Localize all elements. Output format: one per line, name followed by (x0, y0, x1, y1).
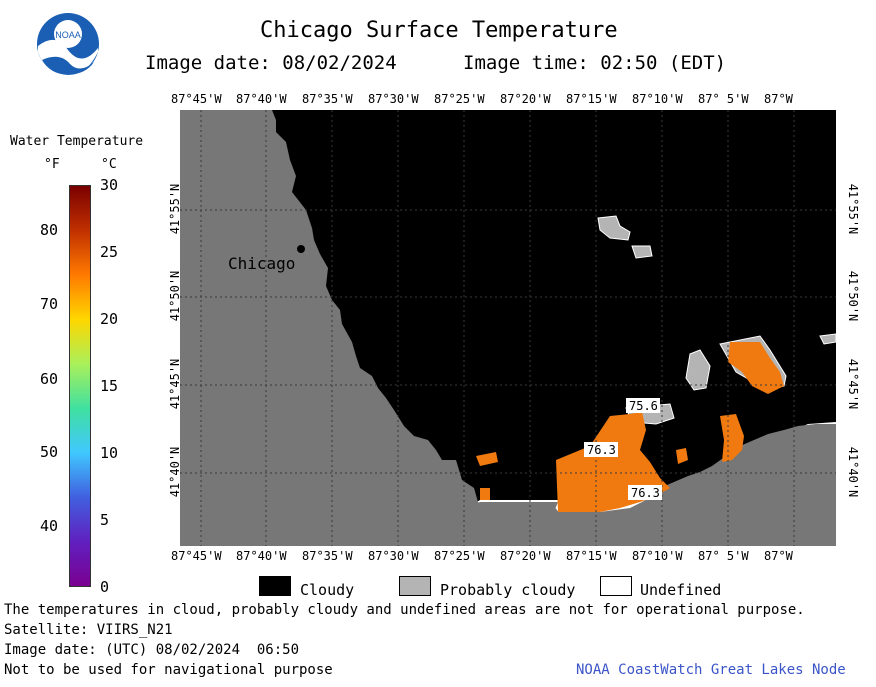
page-title: Chicago Surface Temperature (260, 18, 618, 43)
colorbar-f-tick: 50 (40, 443, 59, 461)
image-date: Image date: 08/02/2024 (145, 52, 397, 74)
lon-label: 87°20'W (500, 92, 551, 106)
lat-label: 41°45'N (168, 358, 182, 410)
warm-water-area (476, 342, 784, 512)
lon-label: 87°40'W (236, 549, 287, 563)
temperature-map: Chicago 75.6 76.3 76.3 (180, 110, 836, 546)
colorbar-c-tick: 25 (100, 243, 119, 261)
lon-label: 87°25'W (434, 549, 485, 563)
colorbar-f-tick: 60 (40, 370, 59, 388)
lat-label: 41°45'N (846, 358, 860, 410)
credit-link[interactable]: NOAA CoastWatch Great Lakes Node (576, 662, 846, 678)
colorbar-c-tick: 20 (100, 310, 119, 328)
lon-label: 87°35'W (302, 92, 353, 106)
colorbar-f-tick: 80 (40, 221, 59, 239)
logo-text: NOAA (55, 30, 81, 40)
utc-date-text: Image date: (UTC) 08/02/2024 06:50 (4, 642, 300, 658)
lon-label: 87°W (764, 549, 793, 563)
lon-label: 87°10'W (632, 92, 683, 106)
colorbar-c-tick: 10 (100, 444, 119, 462)
disclaimer-text: The temperatures in cloud, probably clou… (4, 602, 805, 618)
lat-label: 41°55'N (846, 183, 860, 235)
city-label: Chicago (228, 254, 295, 273)
legend-swatch-undefined (600, 576, 632, 596)
legend-swatch-cloudy (259, 576, 291, 596)
colorbar-unit-c: °C (101, 157, 117, 172)
graticule (180, 110, 836, 546)
lon-label: 87°30'W (368, 92, 419, 106)
shore-land (180, 110, 836, 546)
temp-label: 76.3 (631, 486, 660, 500)
satellite-text: Satellite: VIIRS_N21 (4, 622, 173, 638)
colorbar-f-tick: 40 (40, 517, 59, 535)
legend-swatch-probably-cloudy (399, 576, 431, 596)
lon-label: 87°45'W (171, 92, 222, 106)
temp-label: 76.3 (587, 443, 616, 457)
legend-cloudy-label: Cloudy (300, 581, 355, 599)
lat-label: 41°55'N (168, 183, 182, 235)
legend-probably-cloudy-label: Probably cloudy (440, 581, 576, 599)
lon-label: 87°30'W (368, 549, 419, 563)
lat-label: 41°40'N (846, 446, 860, 498)
lon-label: 87°15'W (566, 92, 617, 106)
lon-label: 87°35'W (302, 549, 353, 563)
nav-note-text: Not to be used for navigational purpose (4, 662, 333, 678)
lon-label: 87° 5'W (698, 92, 749, 106)
colorbar-f-tick: 70 (40, 295, 59, 313)
chicago-marker (297, 245, 305, 253)
noaa-logo: NOAA (37, 13, 99, 76)
lat-label: 41°50'N (846, 270, 860, 322)
lat-label: 41°40'N (168, 446, 182, 498)
lat-label: 41°50'N (168, 270, 182, 322)
colorbar-c-tick: 30 (100, 176, 119, 194)
colorbar-title: Water Temperature (10, 134, 144, 149)
lon-label: 87° 5'W (698, 549, 749, 563)
colorbar (69, 185, 91, 587)
lon-label: 87°20'W (500, 549, 551, 563)
lon-label: 87°25'W (434, 92, 485, 106)
lon-label: 87°10'W (632, 549, 683, 563)
colorbar-c-tick: 0 (100, 578, 110, 596)
colorbar-c-tick: 15 (100, 377, 119, 395)
lon-label: 87°W (764, 92, 793, 106)
image-time: Image time: 02:50 (EDT) (463, 52, 727, 74)
lon-label: 87°45'W (171, 549, 222, 563)
lon-label: 87°15'W (566, 549, 617, 563)
legend-undefined-label: Undefined (640, 581, 722, 599)
temp-label: 75.6 (629, 399, 658, 413)
lon-label: 87°40'W (236, 92, 287, 106)
colorbar-c-tick: 5 (100, 511, 110, 529)
colorbar-unit-f: °F (44, 157, 60, 172)
